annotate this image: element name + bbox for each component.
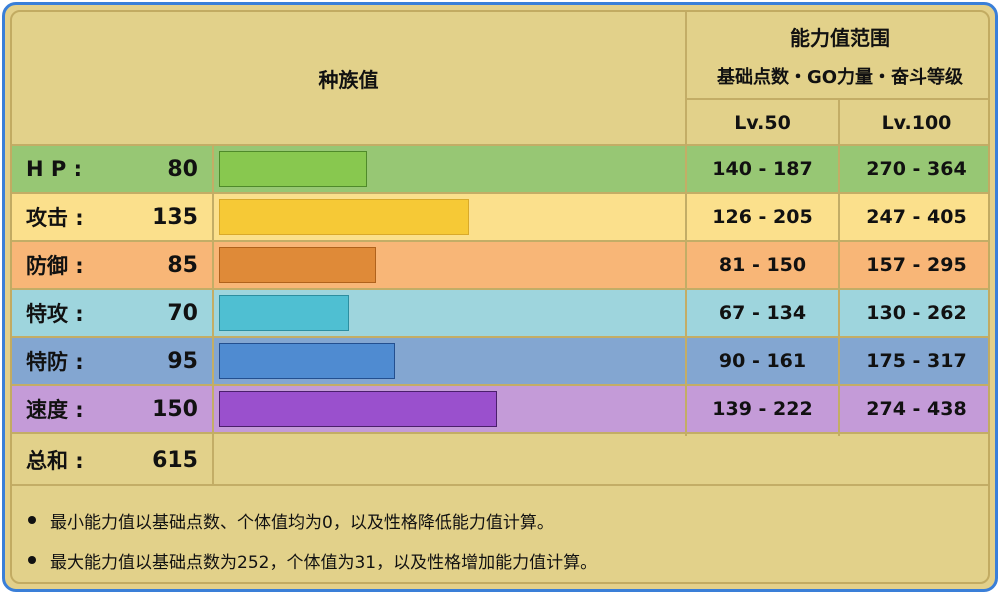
range-header: 能力值范围 <box>790 25 890 50</box>
lv50-header: Lv.50 <box>734 112 791 134</box>
range-subheader: 基础点数・GO力量・奋斗等级 <box>716 67 964 88</box>
note-max: 最大能力值以基础点数为252，个体值为31，以及性格增加能力值计算。 <box>28 546 597 574</box>
range-lv50: 140 - 187 <box>712 158 813 180</box>
stat-row <box>12 290 988 336</box>
stat-row <box>12 146 988 192</box>
stat-bar <box>219 391 497 427</box>
range-lv50: 67 - 134 <box>718 302 807 324</box>
stats-table: 种族值 能力值范围 基础点数・GO力量・奋斗等级 Lv.50 Lv.100 H … <box>10 10 990 584</box>
stat-bar <box>219 151 367 187</box>
range-lv100: 247 - 405 <box>866 206 967 228</box>
stat-label: 特防 : <box>26 350 84 374</box>
range-lv50: 90 - 161 <box>718 350 807 372</box>
note-min-text: 最小能力值以基础点数、个体值均为0，以及性格降低能力值计算。 <box>50 512 554 533</box>
stat-label: H P : <box>26 157 82 181</box>
note-min: 最小能力值以基础点数、个体值均为0，以及性格降低能力值计算。 <box>28 506 554 534</box>
stat-row <box>12 242 988 288</box>
range-lv100: 130 - 262 <box>866 302 967 324</box>
bullet-icon <box>28 556 36 564</box>
stat-value: 150 <box>152 396 198 422</box>
range-lv100: 157 - 295 <box>866 254 967 276</box>
range-lv100: 270 - 364 <box>866 158 967 180</box>
stat-value: 85 <box>167 252 198 278</box>
stat-label: 特攻 : <box>26 302 84 326</box>
range-lv50: 126 - 205 <box>712 206 813 228</box>
stat-bar <box>219 343 395 379</box>
stat-value: 95 <box>167 348 198 374</box>
bullet-icon <box>28 516 36 524</box>
total-value: 615 <box>152 447 198 473</box>
stat-value: 70 <box>167 300 198 326</box>
stat-row <box>12 338 988 384</box>
stat-bar <box>219 199 469 235</box>
stat-bar <box>219 295 349 331</box>
range-lv50: 139 - 222 <box>712 398 813 420</box>
base-stats-header: 种族值 <box>318 67 379 92</box>
stat-label: 速度 : <box>26 398 84 422</box>
range-lv100: 175 - 317 <box>866 350 967 372</box>
stat-row <box>12 386 988 432</box>
total-label: 总和 : <box>26 449 84 473</box>
stat-row <box>12 194 988 240</box>
stat-value: 80 <box>167 156 198 182</box>
stat-label: 防御 : <box>26 254 84 278</box>
stat-label: 攻击 : <box>26 206 84 230</box>
note-max-text: 最大能力值以基础点数为252，个体值为31，以及性格增加能力值计算。 <box>50 552 598 573</box>
lv100-header: Lv.100 <box>881 112 952 134</box>
range-lv100: 274 - 438 <box>866 398 967 420</box>
stat-bar <box>219 247 376 283</box>
stat-value: 135 <box>152 204 198 230</box>
range-lv50: 81 - 150 <box>718 254 807 276</box>
